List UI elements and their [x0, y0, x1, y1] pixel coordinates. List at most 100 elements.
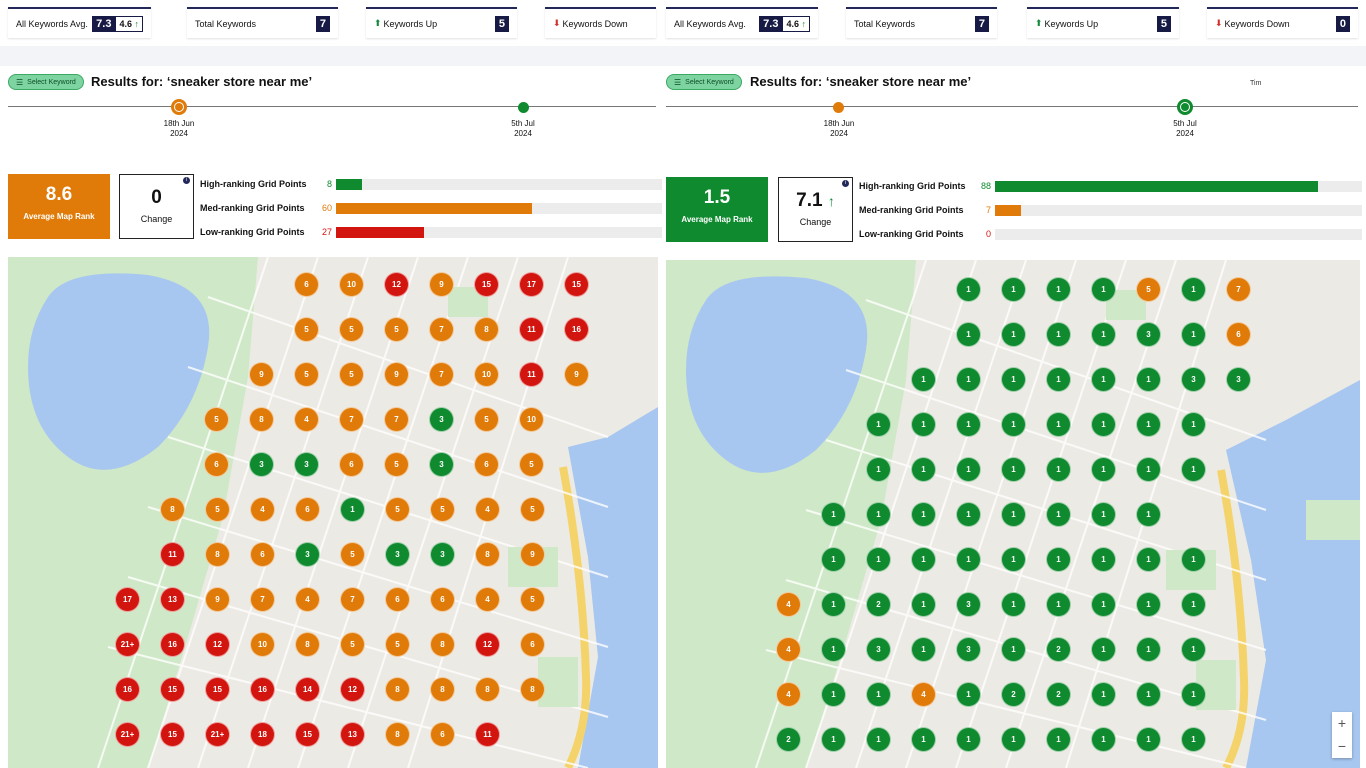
rank-marker[interactable]: 6	[385, 587, 410, 612]
rank-marker[interactable]: 6	[430, 722, 455, 747]
rank-marker[interactable]: 7	[384, 407, 409, 432]
rank-marker[interactable]: 21+	[115, 632, 140, 657]
rank-marker[interactable]: 11	[475, 722, 500, 747]
rank-marker[interactable]: 6	[430, 587, 455, 612]
rank-marker[interactable]: 5	[339, 317, 364, 342]
rank-marker[interactable]: 1	[911, 592, 936, 617]
rank-marker[interactable]: 5	[294, 317, 319, 342]
rank-marker[interactable]: 21+	[205, 722, 230, 747]
rank-marker[interactable]: 6	[1226, 322, 1251, 347]
rank-marker[interactable]: 6	[294, 272, 319, 297]
rank-marker[interactable]: 3	[429, 452, 454, 477]
rank-marker[interactable]: 1	[1136, 367, 1161, 392]
rank-marker[interactable]: 4	[295, 587, 320, 612]
rank-marker[interactable]: 3	[1181, 367, 1206, 392]
rank-marker[interactable]: 3	[385, 542, 410, 567]
rank-marker[interactable]: 6	[295, 497, 320, 522]
rank-marker[interactable]: 1	[1046, 457, 1071, 482]
timeline-point-18-jun[interactable]	[833, 102, 844, 113]
rank-marker[interactable]: 2	[1046, 637, 1071, 662]
rank-marker[interactable]: 14	[295, 677, 320, 702]
rank-marker[interactable]: 12	[205, 632, 230, 657]
zoom-out-button[interactable]: −	[1337, 738, 1347, 754]
rank-marker[interactable]: 1	[1136, 457, 1161, 482]
rank-marker[interactable]: 15	[564, 272, 589, 297]
rank-marker[interactable]: 2	[1046, 682, 1071, 707]
rank-marker[interactable]: 5	[1136, 277, 1161, 302]
rank-marker[interactable]: 18	[250, 722, 275, 747]
rank-marker[interactable]: 16	[160, 632, 185, 657]
rank-marker[interactable]: 9	[249, 362, 274, 387]
rank-marker[interactable]: 1	[1091, 322, 1116, 347]
rank-marker[interactable]: 6	[520, 632, 545, 657]
rank-marker[interactable]: 8	[385, 722, 410, 747]
rank-marker[interactable]: 1	[1001, 412, 1026, 437]
rank-marker[interactable]: 4	[250, 497, 275, 522]
rank-marker[interactable]: 2	[776, 727, 801, 752]
rank-marker[interactable]: 1	[956, 682, 981, 707]
rank-marker[interactable]: 13	[340, 722, 365, 747]
rank-marker[interactable]: 1	[1091, 592, 1116, 617]
rank-marker[interactable]: 1	[1181, 637, 1206, 662]
rank-marker[interactable]: 15	[474, 272, 499, 297]
rank-marker[interactable]: 1	[1136, 637, 1161, 662]
rank-marker[interactable]: 15	[205, 677, 230, 702]
rank-marker[interactable]: 1	[1136, 727, 1161, 752]
rank-marker[interactable]: 12	[384, 272, 409, 297]
rank-marker[interactable]: 7	[1226, 277, 1251, 302]
rank-marker[interactable]: 1	[1046, 412, 1071, 437]
select-keyword-button[interactable]: ☰ Select Keyword	[8, 74, 84, 90]
rank-marker[interactable]: 1	[911, 412, 936, 437]
rank-marker[interactable]: 1	[911, 727, 936, 752]
rank-marker[interactable]: 5	[474, 407, 499, 432]
rank-marker[interactable]: 8	[475, 542, 500, 567]
rank-marker[interactable]: 1	[956, 502, 981, 527]
rank-marker[interactable]: 1	[340, 497, 365, 522]
rank-marker[interactable]: 1	[1091, 637, 1116, 662]
rank-marker[interactable]: 8	[474, 317, 499, 342]
rank-marker[interactable]: 3	[956, 637, 981, 662]
rank-marker[interactable]: 1	[1181, 682, 1206, 707]
rank-marker[interactable]: 1	[821, 682, 846, 707]
rank-marker[interactable]: 7	[429, 317, 454, 342]
rank-marker[interactable]: 1	[911, 547, 936, 572]
rank-marker[interactable]: 7	[429, 362, 454, 387]
rank-marker[interactable]: 1	[866, 502, 891, 527]
rank-marker[interactable]: 16	[250, 677, 275, 702]
info-icon[interactable]: i	[842, 180, 849, 187]
rank-marker[interactable]: 9	[429, 272, 454, 297]
rank-marker[interactable]: 4	[776, 682, 801, 707]
rank-marker[interactable]: 1	[1046, 592, 1071, 617]
rank-marker[interactable]: 8	[249, 407, 274, 432]
rank-marker[interactable]: 5	[430, 497, 455, 522]
rank-marker[interactable]: 3	[429, 407, 454, 432]
timeline-point-5-jul[interactable]	[1177, 99, 1193, 115]
rank-marker[interactable]: 1	[1046, 502, 1071, 527]
rank-marker[interactable]: 1	[956, 547, 981, 572]
rank-marker[interactable]: 1	[1181, 322, 1206, 347]
rank-marker[interactable]: 5	[520, 497, 545, 522]
rank-marker[interactable]: 8	[475, 677, 500, 702]
rank-marker[interactable]: 15	[160, 677, 185, 702]
rank-marker[interactable]: 9	[205, 587, 230, 612]
rank-marker[interactable]: 1	[1181, 277, 1206, 302]
rank-marker[interactable]: 1	[1046, 727, 1071, 752]
rank-marker[interactable]: 12	[475, 632, 500, 657]
rank-marker[interactable]: 9	[384, 362, 409, 387]
rank-marker[interactable]: 15	[160, 722, 185, 747]
rank-marker[interactable]: 1	[1136, 412, 1161, 437]
rank-marker[interactable]: 1	[1091, 502, 1116, 527]
zoom-in-button[interactable]: +	[1337, 715, 1347, 731]
rank-marker[interactable]: 1	[1001, 322, 1026, 347]
rank-marker[interactable]: 10	[519, 407, 544, 432]
rank-marker[interactable]: 7	[339, 407, 364, 432]
rank-marker[interactable]: 1	[1001, 637, 1026, 662]
rank-marker[interactable]: 1	[1136, 502, 1161, 527]
rank-marker[interactable]: 5	[384, 452, 409, 477]
rank-marker[interactable]: 1	[956, 727, 981, 752]
rank-marker[interactable]: 1	[1046, 277, 1071, 302]
rank-marker[interactable]: 1	[1136, 682, 1161, 707]
rank-marker[interactable]: 8	[385, 677, 410, 702]
rank-marker[interactable]: 1	[1136, 592, 1161, 617]
